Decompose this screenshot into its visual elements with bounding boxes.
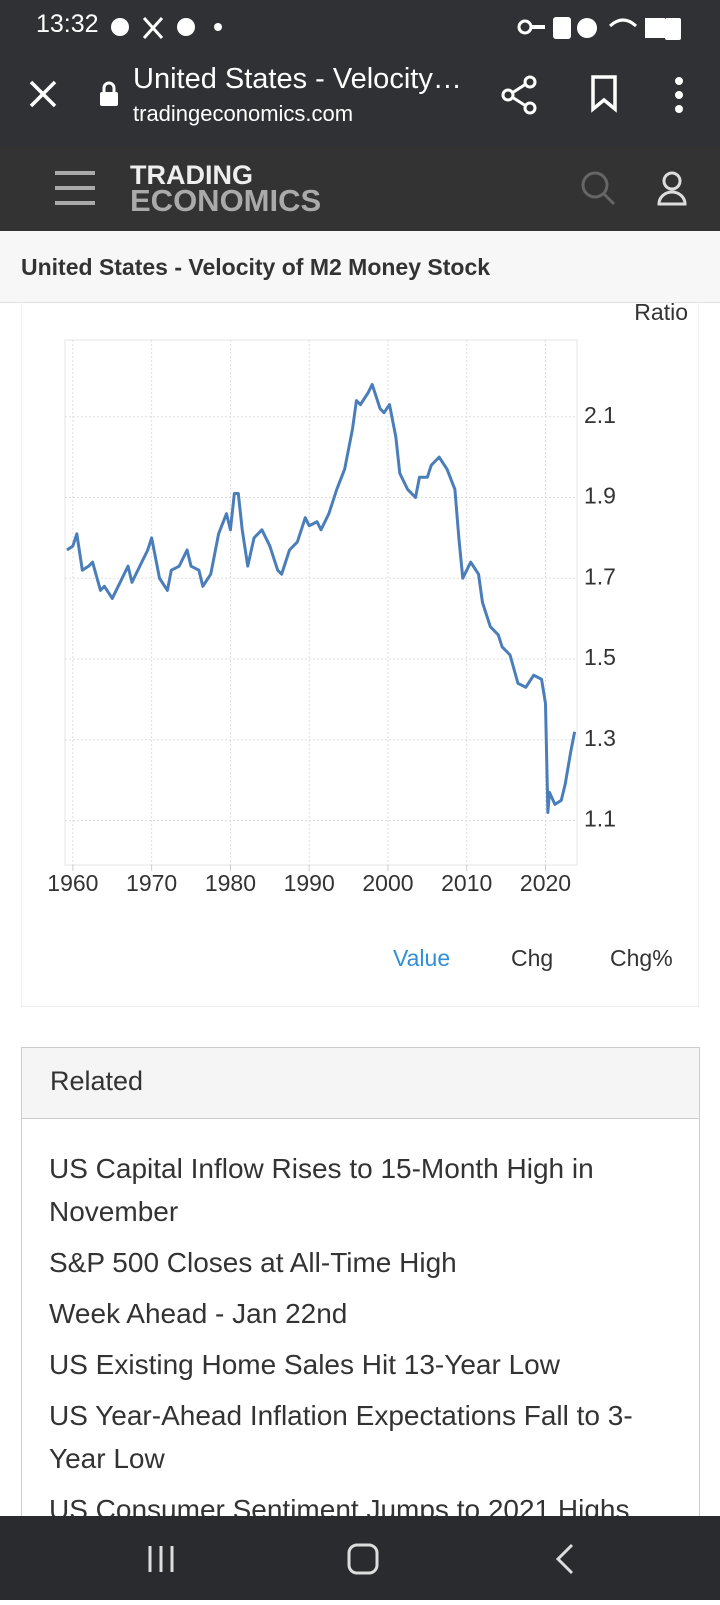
chart: Ratio 1.1 1.3 1.5 1.7 1.9 2.1 1960 1970 1980 1990… bbox=[47, 302, 688, 896]
x-tick-label: 1960 bbox=[47, 870, 98, 896]
url[interactable]: tradingeconomics.com bbox=[133, 101, 354, 126]
related-link[interactable]: US Year-Ahead Inflation Expectations Fal… bbox=[49, 1400, 633, 1474]
x-tick-label: 2000 bbox=[362, 870, 413, 896]
x-tick-label: 2020 bbox=[520, 870, 571, 896]
y-tick-label: 1.3 bbox=[584, 725, 616, 751]
page-title: United States - Velocity… bbox=[133, 63, 462, 95]
clock: 13:32 bbox=[36, 10, 99, 38]
y-tick-label: 1.5 bbox=[584, 644, 616, 670]
related-link[interactable]: US Capital Inflow Rises to 15-Month High… bbox=[49, 1153, 594, 1227]
share-button[interactable] bbox=[500, 75, 540, 115]
menu-button[interactable] bbox=[672, 75, 686, 115]
account-button[interactable] bbox=[656, 170, 688, 206]
bookmark-button[interactable] bbox=[590, 75, 620, 113]
y-tick-label: 1.7 bbox=[584, 563, 616, 589]
logo-top: TRADING bbox=[130, 160, 253, 190]
x-tick-label: 1980 bbox=[205, 870, 256, 896]
y-tick-label: 1.1 bbox=[584, 806, 616, 832]
related-link[interactable]: Week Ahead - Jan 22nd bbox=[49, 1298, 348, 1329]
chart-header: United States - Velocity of M2 Money Sto… bbox=[0, 231, 720, 303]
lock-icon bbox=[100, 81, 118, 106]
close-button[interactable] bbox=[28, 79, 58, 109]
y-tick-label: 1.9 bbox=[584, 483, 616, 509]
plot-area bbox=[64, 339, 578, 866]
related-link[interactable]: S&P 500 Closes at All-Time High bbox=[49, 1247, 457, 1278]
tab[interactable]: Chg% bbox=[610, 945, 673, 971]
related-link[interactable]: US Existing Home Sales Hit 13-Year Low bbox=[49, 1349, 560, 1380]
chart-card bbox=[21, 302, 699, 1007]
nav-buttons bbox=[148, 1543, 574, 1575]
x-tick-label: 1990 bbox=[284, 870, 335, 896]
related-panel: Related US Capital Inflow Rises to 15-Mo… bbox=[21, 1047, 700, 1517]
related-list: US Capital Inflow Rises to 15-Month High… bbox=[22, 1119, 699, 1517]
site-header: TRADING ECONOMICS bbox=[0, 146, 720, 231]
x-tick-label: 1970 bbox=[126, 870, 177, 896]
search-button[interactable] bbox=[580, 170, 616, 206]
y-axis-label: Ratio bbox=[634, 302, 688, 325]
chart-title: United States - Velocity of M2 Money Sto… bbox=[21, 254, 491, 280]
logo-bottom: ECONOMICS bbox=[130, 183, 322, 218]
related-heading: Related bbox=[22, 1048, 699, 1119]
status-icons bbox=[111, 16, 222, 40]
related-link[interactable]: US Consumer Sentiment Jumps to 2021 High… bbox=[49, 1494, 630, 1517]
navigation-bar bbox=[0, 1516, 720, 1600]
logo[interactable]: TRADING ECONOMICS bbox=[130, 160, 322, 218]
browser-bar: United States - Velocity… tradingeconomi… bbox=[0, 57, 720, 146]
data-line bbox=[66, 382, 577, 814]
y-tick-label: 2.1 bbox=[584, 402, 616, 428]
system-icons bbox=[517, 17, 681, 40]
x-tick-label: 2010 bbox=[441, 870, 492, 896]
tab[interactable]: Chg bbox=[511, 945, 554, 971]
status-bar: 13:32 bbox=[0, 0, 720, 57]
tab[interactable]: Value bbox=[393, 945, 451, 971]
hamburger-menu[interactable] bbox=[53, 170, 97, 206]
